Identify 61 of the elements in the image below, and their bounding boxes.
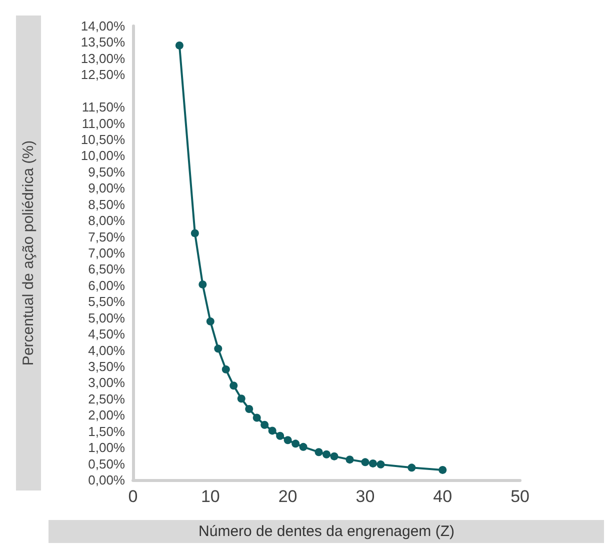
x-tick-label: 40 — [433, 487, 452, 506]
point — [292, 440, 300, 448]
y-tick-label: 13,00% — [80, 50, 126, 66]
y-tick-label: 6,00% — [88, 278, 126, 293]
y-tick-label: 2,00% — [88, 408, 126, 423]
y-axis-title: Percentual de ação poliédrica (%) — [20, 140, 37, 366]
point — [346, 456, 354, 464]
y-tick-label: 9,00% — [88, 180, 126, 196]
y-tick-label: 12,50% — [80, 67, 126, 82]
point — [268, 426, 276, 435]
point — [361, 458, 370, 466]
y-tick-label: 1,50% — [88, 424, 126, 439]
x-tick-label: 30 — [356, 487, 375, 506]
y-tick-label: 0,00% — [88, 472, 126, 488]
x-tick-label: 10 — [200, 487, 220, 506]
point — [214, 344, 222, 353]
point — [438, 466, 447, 474]
point — [237, 394, 246, 403]
point — [376, 460, 385, 468]
y-tick-label: 11,00% — [82, 116, 126, 131]
y-tick-label: 4,50% — [88, 326, 126, 342]
point — [260, 420, 269, 429]
y-tick-label: 10,50% — [80, 132, 126, 147]
y-tick-label: 8,50% — [88, 196, 126, 212]
point — [284, 436, 292, 444]
y-tick-label: 5,00% — [88, 310, 126, 326]
y-tick-label: 1,00% — [88, 440, 126, 456]
point — [206, 317, 214, 326]
y-tick-label: 9,50% — [88, 164, 126, 180]
point — [276, 432, 284, 440]
point — [230, 382, 238, 390]
y-tick-label: 13,50% — [80, 34, 126, 50]
y-tick-label: 3,00% — [88, 375, 126, 390]
point — [222, 365, 230, 374]
point — [190, 229, 199, 238]
x-tick-label: 20 — [278, 487, 298, 506]
point — [198, 280, 207, 288]
point — [252, 414, 261, 422]
point — [245, 404, 254, 413]
y-tick-label: 2,50% — [88, 391, 126, 406]
point — [314, 448, 323, 456]
point — [299, 442, 308, 451]
x-axis-title: Número de dentes da engrenagem (Z) — [198, 523, 455, 540]
y-tick-label: 3,50% — [88, 359, 126, 374]
y-tick-label: 7,50% — [88, 229, 126, 244]
point — [175, 41, 184, 50]
y-tick-label: 14,00% — [80, 18, 126, 34]
x-tick-label: 0 — [128, 487, 138, 506]
point — [322, 450, 331, 458]
point — [330, 452, 338, 460]
y-tick-label: 8,00% — [88, 213, 126, 228]
y-tick-label: 6,50% — [88, 262, 126, 277]
point — [408, 464, 416, 472]
y-tick-label: 10,00% — [80, 148, 126, 164]
y-tick-label: 11,50% — [82, 100, 126, 115]
point — [368, 459, 377, 468]
y-tick-label: 4,00% — [88, 342, 126, 358]
y-tick-label: 5,50% — [88, 294, 126, 310]
x-tick-label: 50 — [510, 487, 530, 506]
y-tick-label: 7,00% — [88, 246, 126, 260]
y-tick-label: 0,50% — [88, 456, 126, 472]
